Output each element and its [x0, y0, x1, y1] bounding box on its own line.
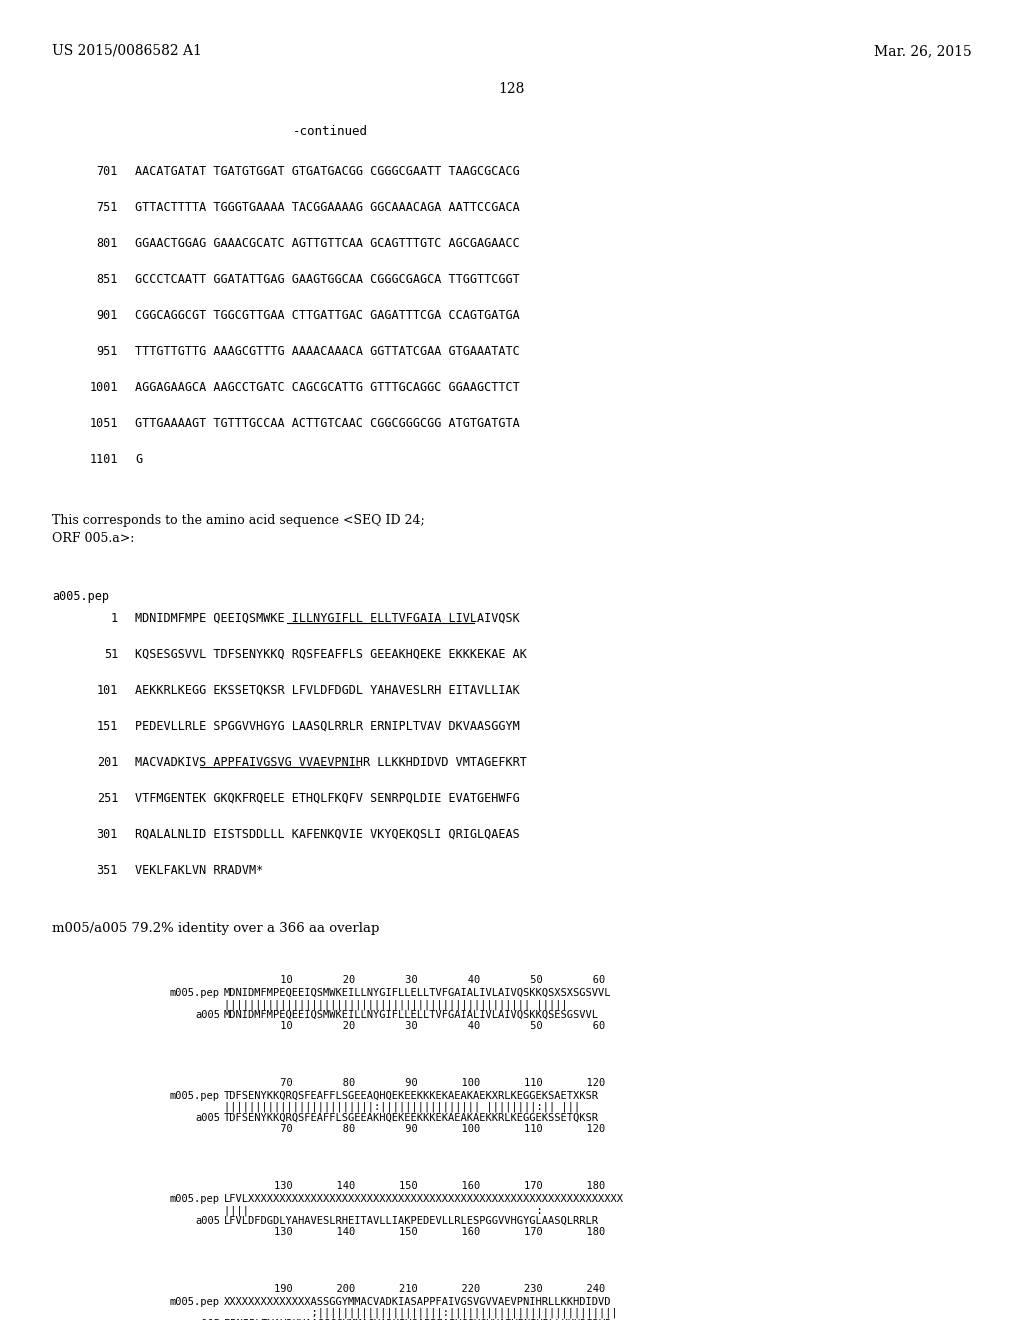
Text: TDFSENYKKQRQSFEAFFLSGEEAQHQEKEEKKKEKAEAKAEKXRLKEGGEKSAETXKSR: TDFSENYKKQRQSFEAFFLSGEEAQHQEKEEKKKEKAEAK… [224, 1092, 599, 1101]
Text: GTTGAAAAGT TGTTTGCCAA ACTTGTCAAC CGGCGGGCGG ATGTGATGTA: GTTGAAAAGT TGTTTGCCAA ACTTGTCAAC CGGCGGG… [135, 417, 520, 430]
Text: This corresponds to the amino acid sequence <SEQ ID 24;: This corresponds to the amino acid seque… [52, 513, 425, 527]
Text: 801: 801 [96, 238, 118, 249]
Text: GCCCTCAATT GGATATTGAG GAAGTGGCAA CGGGCGAGCA TTGGTTCGGT: GCCCTCAATT GGATATTGAG GAAGTGGCAA CGGGCGA… [135, 273, 520, 286]
Text: a005: a005 [195, 1216, 220, 1226]
Text: 751: 751 [96, 201, 118, 214]
Text: GGAACTGGAG GAAACGCATC AGTTGTTCAA GCAGTTTGTC AGCGAGAACC: GGAACTGGAG GAAACGCATC AGTTGTTCAA GCAGTTT… [135, 238, 520, 249]
Text: 128: 128 [499, 82, 525, 96]
Text: 10        20        30        40        50        60: 10 20 30 40 50 60 [224, 975, 605, 985]
Text: ;||||||||||||||||||||:|||||||||||||||||||||||||||: ;||||||||||||||||||||:||||||||||||||||||… [224, 1308, 617, 1319]
Text: 951: 951 [96, 345, 118, 358]
Text: 1: 1 [111, 612, 118, 624]
Text: CGGCAGGCGT TGGCGTTGAA CTTGATTGAC GAGATTTCGA CCAGTGATGA: CGGCAGGCGT TGGCGTTGAA CTTGATTGAC GAGATTT… [135, 309, 520, 322]
Text: LFVLDFDGDLYAHAVESLRHEITAVLLIAKPEDEVLLRLESPGGVVHGYGLAASQLRRLR: LFVLDFDGDLYAHAVESLRHEITAVLLIAKPEDEVLLRLE… [224, 1216, 599, 1226]
Text: Mar. 26, 2015: Mar. 26, 2015 [874, 44, 972, 58]
Text: VTFMGENTEK GKQKFRQELE ETHQLFKQFV SENRPQLDIE EVATGEHWFG: VTFMGENTEK GKQKFRQELE ETHQLFKQFV SENRPQL… [135, 792, 520, 805]
Text: 1051: 1051 [89, 417, 118, 430]
Text: AACATGATAT TGATGTGGAT GTGATGACGG CGGGCGAATT TAAGCGCACG: AACATGATAT TGATGTGGAT GTGATGACGG CGGGCGA… [135, 165, 520, 178]
Text: m005.pep: m005.pep [170, 1298, 220, 1307]
Text: m005.pep: m005.pep [170, 1092, 220, 1101]
Text: a005: a005 [195, 1010, 220, 1020]
Text: 130       140       150       160       170       180: 130 140 150 160 170 180 [224, 1181, 605, 1191]
Text: ||||||||||||||||||||||||||||||||||||||||||||||||| |||||: ||||||||||||||||||||||||||||||||||||||||… [224, 999, 567, 1010]
Text: MDNIDMFMPEQEEIQSMWKEILLNYGIFLLELLTVFGAIALIVLAIVQSKKQSESGSVVL: MDNIDMFMPEQEEIQSMWKEILLNYGIFLLELLTVFGAIA… [224, 1010, 599, 1020]
Text: TTTGTTGTTG AAAGCGTTTG AAAACAAACA GGTTATCGAA GTGAAATATC: TTTGTTGTTG AAAGCGTTTG AAAACAAACA GGTTATC… [135, 345, 520, 358]
Text: 851: 851 [96, 273, 118, 286]
Text: 251: 251 [96, 792, 118, 805]
Text: ||||||||||||||||||||||||:|||||||||||||||| ||||||||:|| |||: ||||||||||||||||||||||||:|||||||||||||||… [224, 1102, 581, 1113]
Text: 101: 101 [96, 684, 118, 697]
Text: m005/a005 79.2% identity over a 366 aa overlap: m005/a005 79.2% identity over a 366 aa o… [52, 921, 379, 935]
Text: LFVLXXXXXXXXXXXXXXXXXXXXXXXXXXXXXXXXXXXXXXXXXXXXXXXXXXXXXXXXXXXX: LFVLXXXXXXXXXXXXXXXXXXXXXXXXXXXXXXXXXXXX… [224, 1195, 624, 1204]
Text: 190       200       210       220       230       240: 190 200 210 220 230 240 [224, 1284, 605, 1294]
Text: KQSESGSVVL TDFSENYKKQ RQSFEAFFLS GEEAKHQEKE EKKKEKAE AK: KQSESGSVVL TDFSENYKKQ RQSFEAFFLS GEEAKHQ… [135, 648, 527, 661]
Text: XXXXXXXXXXXXXXASSGGYMMACVADKIASAPPFAIVGSVGVVAEVPNIHRLLKKHDIDVD: XXXXXXXXXXXXXXASSGGYMMACVADKIASAPPFAIVGS… [224, 1298, 611, 1307]
Text: 10        20        30        40        50        60: 10 20 30 40 50 60 [224, 1020, 605, 1031]
Text: MDNIDMFMPEQEEIQSMWKEILLNYGIFLLELLTVFGAIALIVLAIVQSKKQSXSXSGSVVL: MDNIDMFMPEQEEIQSMWKEILLNYGIFLLELLTVFGAIA… [224, 987, 611, 998]
Text: ORF 005.a>:: ORF 005.a>: [52, 532, 134, 545]
Text: a005: a005 [195, 1113, 220, 1123]
Text: AEKKRLKEGG EKSSETQKSR LFVLDFDGDL YAHAVESLRH EITAVLLIAK: AEKKRLKEGG EKSSETQKSR LFVLDFDGDL YAHAVES… [135, 684, 520, 697]
Text: 70        80        90       100       110       120: 70 80 90 100 110 120 [224, 1125, 605, 1134]
Text: G: G [135, 453, 142, 466]
Text: TDFSENYKKQRQSFEAFFLSGEEAKHQEKEEKKKEKAEAKAEKKRLKEGGEKSSETQKSR: TDFSENYKKQRQSFEAFFLSGEEAKHQEKEEKKKEKAEAK… [224, 1113, 599, 1123]
Text: PEDEVLLRLE SPGGVVHGYG LAASQLRRLR ERNIPLTVAV DKVAASGGYM: PEDEVLLRLE SPGGVVHGYG LAASQLRRLR ERNIPLT… [135, 719, 520, 733]
Text: 301: 301 [96, 828, 118, 841]
Text: MDNIDMFMPE QEEIQSMWKE ILLNYGIFLL ELLTVFGAIA LIVLAIVQSK: MDNIDMFMPE QEEIQSMWKE ILLNYGIFLL ELLTVFG… [135, 612, 520, 624]
Text: m005.pep: m005.pep [170, 987, 220, 998]
Text: MACVADKIVS APPFAIVGSVG VVAEVPNIHR LLKKHDIDVD VMTAGEFKRT: MACVADKIVS APPFAIVGSVG VVAEVPNIHR LLKKHD… [135, 756, 527, 770]
Text: m005.pep: m005.pep [170, 1195, 220, 1204]
Text: 351: 351 [96, 865, 118, 876]
Text: GTTACTTTTA TGGGTGAAAA TACGGAAAAG GGCAAACAGA AATTCCGACA: GTTACTTTTA TGGGTGAAAA TACGGAAAAG GGCAAAC… [135, 201, 520, 214]
Text: ||||                                              :: |||| : [224, 1205, 543, 1216]
Text: -continued: -continued [293, 125, 368, 139]
Text: VEKLFAKLVN RRADVM*: VEKLFAKLVN RRADVM* [135, 865, 263, 876]
Text: 201: 201 [96, 756, 118, 770]
Text: 1001: 1001 [89, 381, 118, 393]
Text: 901: 901 [96, 309, 118, 322]
Text: 1101: 1101 [89, 453, 118, 466]
Text: AGGAGAAGCA AAGCCTGATC CAGCGCATTG GTTTGCAGGC GGAAGCTTCT: AGGAGAAGCA AAGCCTGATC CAGCGCATTG GTTTGCA… [135, 381, 520, 393]
Text: 70        80        90       100       110       120: 70 80 90 100 110 120 [224, 1078, 605, 1088]
Text: RQALALNLID EISTSDDLLL KAFENKQVIE VKYQEKQSLI QRIGLQAEAS: RQALALNLID EISTSDDLLL KAFENKQVIE VKYQEKQ… [135, 828, 520, 841]
Text: US 2015/0086582 A1: US 2015/0086582 A1 [52, 44, 202, 58]
Text: 151: 151 [96, 719, 118, 733]
Text: 130       140       150       160       170       180: 130 140 150 160 170 180 [224, 1228, 605, 1237]
Text: 51: 51 [103, 648, 118, 661]
Text: a005.pep: a005.pep [52, 590, 109, 603]
Text: 701: 701 [96, 165, 118, 178]
